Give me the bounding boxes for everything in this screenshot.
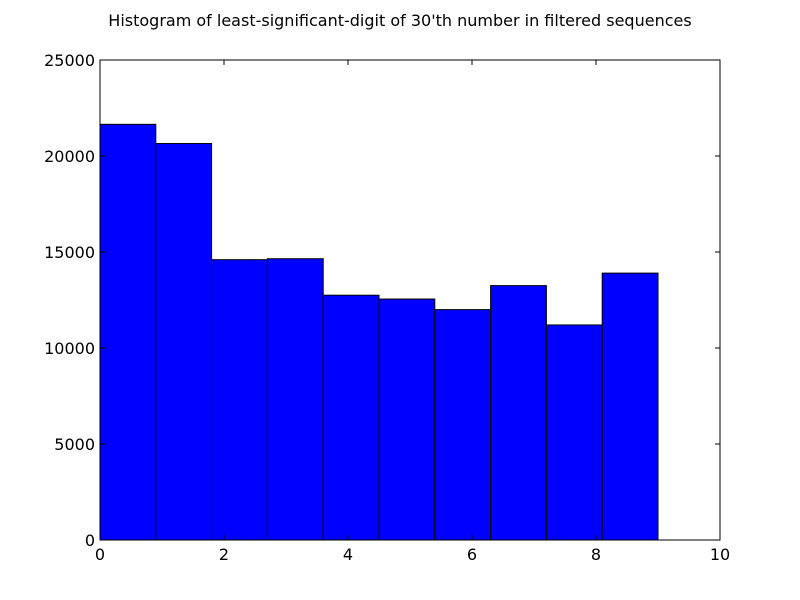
histogram-bar-8: [545, 324, 603, 541]
histogram-bar-4: [322, 294, 380, 541]
y-tick-label-0: 0: [85, 531, 95, 550]
histogram-bar-2: [211, 259, 268, 541]
x-tick-label-1: 2: [219, 545, 229, 564]
histogram-bar-0: [99, 123, 157, 541]
x-tick-label-4: 8: [591, 545, 601, 564]
histogram-bar-1: [155, 143, 213, 541]
y-tick-label-5: 25000: [44, 51, 95, 70]
ticks-group: 0 2 4 6 8 10 0 5000 10000 15000 20000 25000: [44, 51, 730, 564]
x-tick-label-5: 10: [710, 545, 730, 564]
y-tick-label-3: 15000: [44, 243, 95, 262]
bars-group: [99, 123, 659, 541]
histogram-bar-7: [490, 285, 547, 541]
x-tick-label-3: 6: [467, 545, 477, 564]
histogram-bar-3: [266, 258, 324, 541]
chart-title: Histogram of least-significant-digit of …: [108, 11, 691, 30]
y-tick-label-4: 20000: [44, 147, 95, 166]
x-tick-label-2: 4: [343, 545, 353, 564]
histogram-bar-6: [434, 309, 492, 541]
histogram-bar-5: [378, 298, 436, 541]
y-tick-label-2: 10000: [44, 339, 95, 358]
y-tick-label-1: 5000: [54, 435, 95, 454]
histogram-bar-9: [601, 272, 659, 541]
plot-frame: [99, 59, 721, 541]
x-tick-label-0: 0: [95, 545, 105, 564]
